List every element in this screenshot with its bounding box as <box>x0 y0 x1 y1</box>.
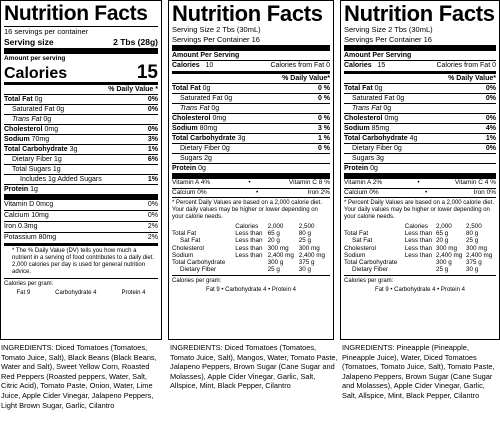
nutrient-row: Sodium 80mg 3 % <box>172 123 330 132</box>
nutrient-row: Saturated Fat 0g 0% <box>344 93 496 103</box>
ref-row: Total Carbohydrate 300 g 375 g <box>344 259 482 267</box>
vitamin-row: Iron 0.3mg 2% <box>4 221 158 230</box>
amount-per-serving: Amount Per Serving <box>172 52 240 59</box>
ref-row: Dietary Fiber 25 g 30 g <box>180 266 312 274</box>
nutrient-row: Total Sugars 1g <box>4 164 158 174</box>
calories-per-gram: Fat 9 Carbohydrate 4 Protein 4 <box>16 290 146 296</box>
vitamin-row: Potassium 80mg 2% <box>4 232 158 241</box>
ref-row: Total Fat Less than 65 g 80 g <box>172 230 312 238</box>
ref-header-row: Calories 2,000 2,500 <box>235 223 315 230</box>
ref-row: Sat Fat Less than 20 g 25 g <box>352 237 479 245</box>
ref-row: Cholesterol Less than 300 mg 300 mg <box>172 244 320 252</box>
calories-row: Calories 10 Calories from Fat 0 <box>172 62 330 69</box>
amount-per-serving: Amount Per Serving <box>344 52 412 59</box>
nutrient-row: Saturated Fat 0g 0 % <box>172 93 330 103</box>
nutrient-row: Cholesterol 0mg 0% <box>344 113 496 122</box>
nutrient-row: Total Carbohydrate 3g 1% <box>4 144 158 153</box>
ingredients-3: INGREDIENTS: Pineapple (Pineapple, Pinea… <box>342 343 495 400</box>
nutrient-row: Sugars 3g <box>344 153 496 163</box>
nutrient-list: Total Fat 0g 0 % Saturated Fat 0g 0 % Trans … <box>172 84 330 173</box>
nutrient-list: Total Fat 0g 0% Saturated Fat 0g 0% Trans Fa… <box>4 95 158 194</box>
nutrient-row: Trans Fat 0g <box>344 103 496 113</box>
vitamin-list: Vitamin D 0mcg 0% Calcium 10mg 0% Iron 0.3mg… <box>4 200 158 243</box>
label-title: Nutrition Facts <box>172 1 323 26</box>
serving-size: Serving size 2 Tbs (28g) <box>4 37 158 47</box>
calories-per-gram: Fat 9 • Carbohydrate 4 • Protein 4 <box>375 287 465 294</box>
ref-row: Total Carbohydrate 300 g 375 g <box>172 259 315 267</box>
nutrient-row: Saturated Fat 0g 0% <box>4 104 158 114</box>
nutrition-label-2: Nutrition Facts Serving Size 2 Tbs (30mL… <box>168 0 334 340</box>
amount-per-serving: Amount per serving <box>4 55 66 62</box>
ref-row: Total Fat Less than 65 g 80 g <box>344 230 479 238</box>
nutrient-row: Protein 1g <box>4 184 158 194</box>
dv-header: % Daily Value * <box>108 86 158 93</box>
vitamin-row: Vitamin D 0mcg 0% <box>4 201 158 208</box>
footnote: * The % Daily Value (DV) tells you how m… <box>12 248 155 275</box>
calories-per-gram: Fat 9 • Carbohydrate 4 • Protein 4 <box>206 287 296 294</box>
nutrient-row: Cholesterol 0mg 0 % <box>172 113 330 122</box>
ref-row: Sat Fat Less than 20 g 25 g <box>180 237 312 245</box>
nutrient-row: Protein 0g <box>344 163 496 173</box>
ref-row: Dietary Fiber 25 g 30 g <box>352 266 479 274</box>
servings-per-container: Servings Per Container 16 <box>172 35 260 44</box>
nutrient-row: Dietary Fiber 0g 0 % <box>172 143 330 153</box>
ref-row: Sodium Less than 2,400 mg 2,400 mg <box>172 251 326 259</box>
calories-per-gram-label: Calories per gram: <box>344 278 394 285</box>
vitamin-row: Calcium 0% • Iron 0% <box>344 187 496 196</box>
dv-header: % Daily Value* <box>448 75 496 82</box>
nutrient-row: Cholesterol 0mg 0% <box>4 124 158 133</box>
nutrient-row: Includes 1g Added Sugars 1% <box>4 174 158 184</box>
nutrient-row: Trans Fat 0g <box>172 103 330 113</box>
reference-table: Calories 2,000 2,500 Total Fat Less than 65 … <box>172 223 330 273</box>
vitamin-list: Vitamin A 4% • Vitamin C 8 % Calcium 0% • Iro… <box>172 179 330 197</box>
servings-per-container: 16 servings per container <box>4 27 89 36</box>
nutrient-row: Trans Fat 0g <box>4 114 158 124</box>
nutrition-label-3: Nutrition Facts Serving Size 2 Tbs (30mL… <box>340 0 500 340</box>
nutrient-row: Dietary Fiber 0g 0% <box>344 143 496 153</box>
nutrient-row: Sodium 70mg 3% <box>4 134 158 143</box>
vitamin-row: Vitamin A 4% • Vitamin C 8 % <box>172 179 330 186</box>
calories-row: Calories 15 <box>4 62 158 83</box>
nutrient-row: Protein 0g <box>172 163 330 173</box>
nutrient-row: Total Fat 0g 0% <box>344 85 496 92</box>
nutrient-row: Total Carbohydrate 4g 1% <box>344 133 496 142</box>
nutrient-row: Sodium 85mg 4% <box>344 123 496 132</box>
calories-per-gram-label: Calories per gram: <box>4 281 54 287</box>
vitamin-row: Calcium 0% • Iron 2% <box>172 187 330 196</box>
servings-per-container: Servings Per Container 16 <box>344 35 432 44</box>
ref-row: Cholesterol Less than 300 mg 300 mg <box>344 244 487 252</box>
nutrition-label-1: Nutrition Facts 16 servings per containe… <box>0 0 162 340</box>
ingredients-1: INGREDIENTS: Diced Tomatoes (Tomatoes, T… <box>1 343 157 410</box>
label-title: Nutrition Facts <box>344 1 495 26</box>
calories-row: Calories 15 Calories from Fat 0 <box>344 62 496 69</box>
serving-size: Serving Size 2 Tbs (30mL) <box>172 25 261 34</box>
nutrient-row: Sugars 2g <box>172 153 330 163</box>
nutrient-row: Dietary Fiber 1g 6% <box>4 154 158 164</box>
reference-table: Calories 2,000 2,500 Total Fat Less than 65 … <box>344 223 496 273</box>
vitamin-row: Vitamin A 2% • Vitamin C 4 % <box>344 179 496 186</box>
nutrient-row: Total Fat 0g 0 % <box>172 85 330 92</box>
vitamin-list: Vitamin A 2% • Vitamin C 4 % Calcium 0% • Iro… <box>344 179 496 197</box>
label-title: Nutrition Facts <box>4 2 148 25</box>
footnote: * Percent Daily Values are based on a 2,… <box>172 200 322 220</box>
ingredients-2: INGREDIENTS: Diced Tomatoes (Tomatoes, T… <box>170 343 338 391</box>
ref-row: Sodium Less than 2,400 mg 2,400 mg <box>344 251 493 259</box>
nutrient-row: Total Fat 0g 0% <box>4 96 158 103</box>
serving-size: Serving Size 2 Tbs (30mL) <box>344 25 433 34</box>
footnote: * Percent Daily Values are based on a 2,… <box>344 200 494 220</box>
nutrient-list: Total Fat 0g 0% Saturated Fat 0g 0% Trans Fa… <box>344 84 496 173</box>
vitamin-row: Calcium 10mg 0% <box>4 210 158 219</box>
nutrient-row: Total Carbohydrate 3g 1 % <box>172 133 330 142</box>
dv-header: % Daily Value* <box>282 75 330 82</box>
calories-per-gram-label: Calories per gram: <box>172 278 222 285</box>
ref-header-row: Calories 2,000 2,500 <box>404 223 482 230</box>
